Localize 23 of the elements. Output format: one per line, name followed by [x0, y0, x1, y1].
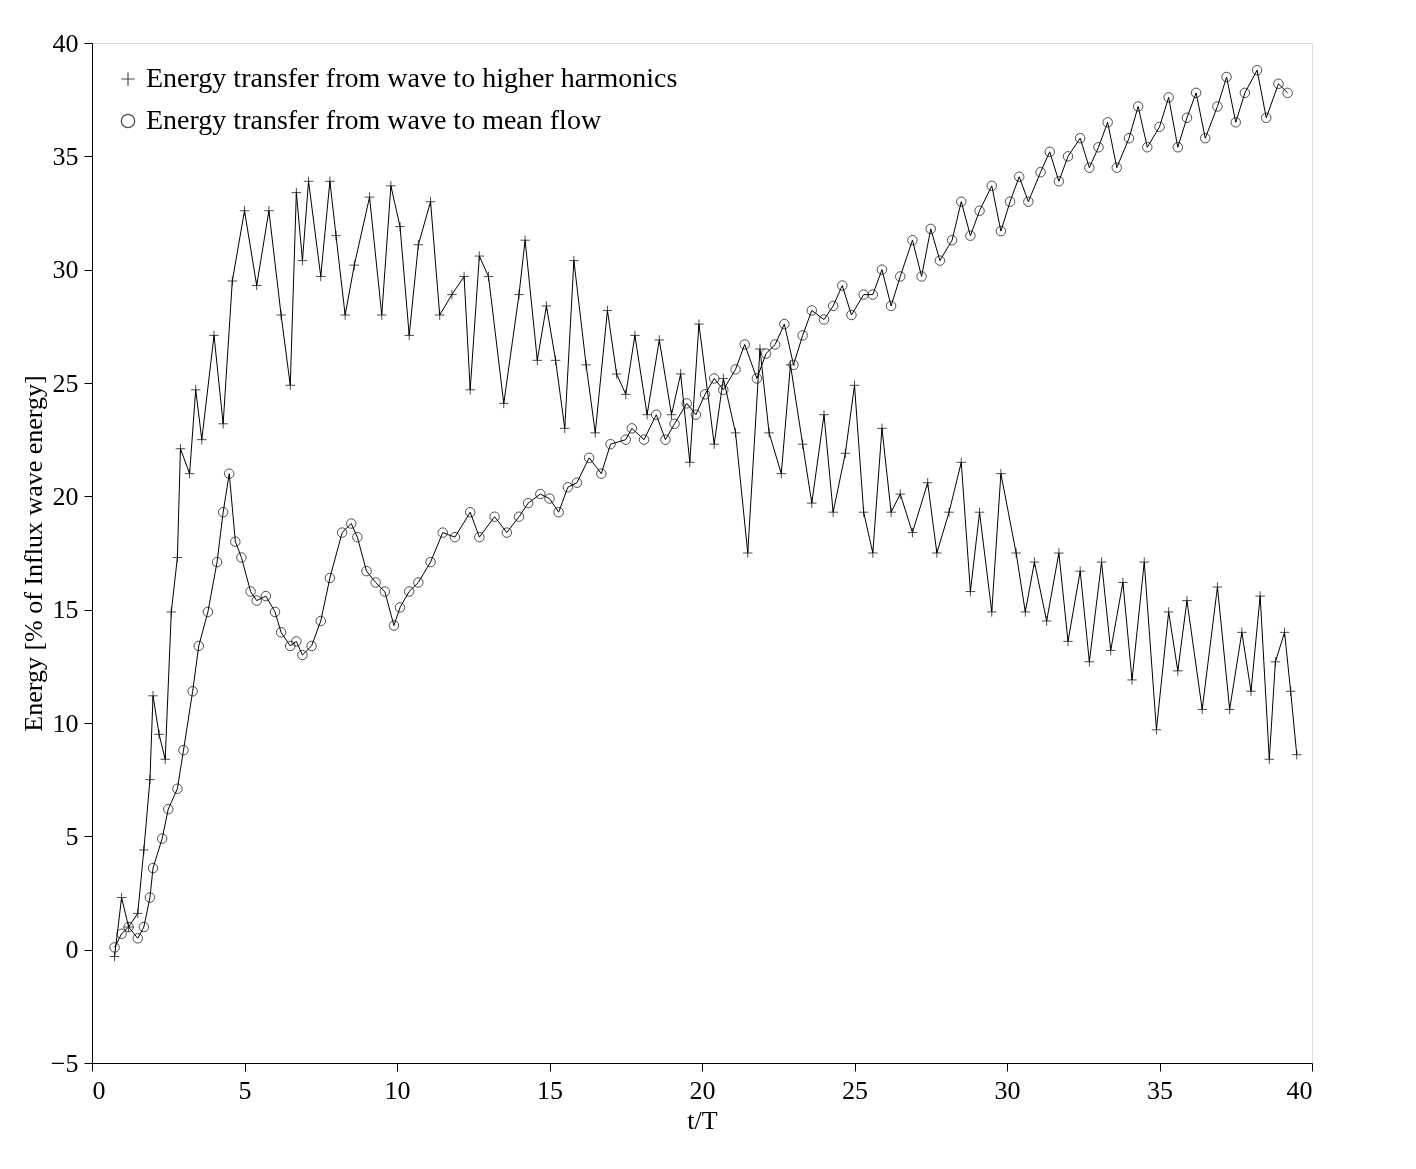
y-tick-label: 5	[65, 821, 79, 851]
y-tick-label: −5	[50, 1048, 79, 1078]
x-tick-label: 35	[1147, 1075, 1173, 1105]
y-tick-label: 40	[52, 28, 79, 58]
x-tick-label: 10	[384, 1075, 411, 1105]
y-axis-title: Energy [% of Influx wave energy]	[18, 375, 48, 732]
y-tick-label: 25	[52, 368, 79, 398]
legend-label: Energy transfer from wave to mean flow	[146, 104, 602, 135]
y-tick-label: 30	[52, 255, 79, 285]
x-tick-label: 20	[689, 1075, 716, 1105]
x-tick-label: 30	[994, 1075, 1021, 1105]
x-tick-label: 15	[537, 1075, 563, 1105]
x-tick-label: 40	[1286, 1075, 1313, 1105]
y-tick-label: 20	[52, 481, 79, 511]
y-tick-label: 35	[52, 141, 79, 171]
y-tick-label: 0	[65, 935, 79, 965]
x-tick-label: 0	[92, 1075, 106, 1105]
y-tick-label: 15	[52, 595, 79, 625]
y-tick-label: 10	[52, 708, 79, 738]
x-tick-label: 25	[842, 1075, 868, 1105]
x-axis-title: t/T	[687, 1105, 718, 1135]
x-tick-label: 5	[238, 1075, 252, 1105]
legend-label: Energy transfer from wave to higher harmonics	[146, 62, 678, 93]
